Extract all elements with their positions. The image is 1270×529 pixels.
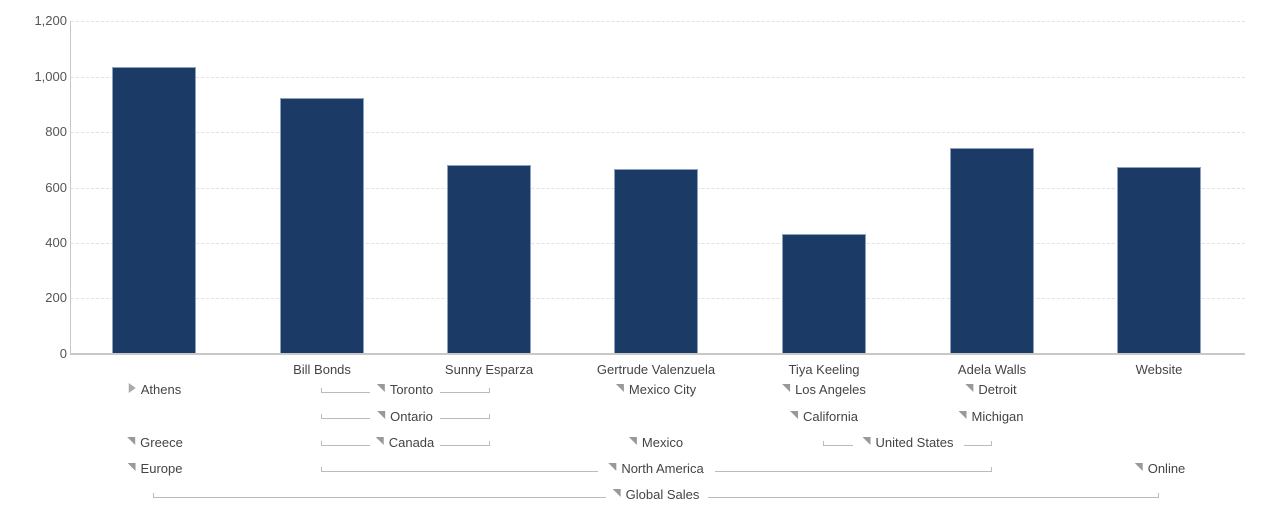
hier-label-text: Europe [140,461,183,476]
bar-athens[interactable] [112,67,196,353]
collapse-triangle-icon[interactable] [862,437,871,445]
hier-label-united-states[interactable]: United States [862,435,954,450]
y-tick-label: 1,200 [34,13,67,28]
bracket-gap [598,465,715,473]
bar-website[interactable] [1117,167,1201,353]
y-tick-label: 400 [45,235,67,250]
hier-label-greece[interactable]: Greece [127,435,183,450]
category-label[interactable]: Website [1135,362,1183,377]
collapse-triangle-icon[interactable] [790,411,799,419]
hier-label-north-america[interactable]: North America [608,461,704,476]
collapse-triangle-icon[interactable] [612,489,621,497]
x-axis-line [70,353,1245,355]
collapse-triangle-icon[interactable] [376,384,385,392]
hier-label-california[interactable]: California [790,409,858,424]
collapse-triangle-icon[interactable] [127,437,136,445]
gridline [71,21,1245,22]
hier-label-europe[interactable]: Europe [127,461,183,476]
hier-label-toronto[interactable]: Toronto [376,382,434,397]
hier-label-canada[interactable]: Canada [375,435,435,450]
hier-label-text: United States [875,435,954,450]
hier-label-text: North America [621,461,704,476]
y-tick-label: 0 [59,346,67,361]
hier-label-text: Detroit [978,382,1017,397]
gridline [71,132,1245,133]
bar-gertrude-valenzuela[interactable] [614,169,698,353]
hier-label-detroit[interactable]: Detroit [965,382,1017,397]
collapse-triangle-icon[interactable] [958,411,967,419]
collapse-triangle-icon[interactable] [377,411,386,419]
hier-label-global-sales[interactable]: Global Sales [612,487,700,502]
hier-label-text: Ontario [390,409,433,424]
bracket-gap [853,439,964,447]
y-tick-label: 200 [45,290,67,305]
hier-label-text: California [803,409,858,424]
bracket-gap [370,439,440,447]
bar-tiya-keeling[interactable] [782,234,866,353]
bracket-gap [606,491,708,499]
collapse-triangle-icon[interactable] [782,384,791,392]
hier-label-los-angeles[interactable]: Los Angeles [782,382,866,397]
y-tick-label: 600 [45,180,67,195]
category-label[interactable]: Sunny Esparza [444,362,534,377]
collapse-triangle-icon[interactable] [615,384,624,392]
hier-label-text: Greece [140,435,183,450]
expand-triangle-icon[interactable] [128,383,136,393]
hier-label-athens[interactable]: Athens [128,382,182,397]
y-tick-label: 1,000 [34,69,67,84]
bar-sunny-esparza[interactable] [447,165,531,353]
collapse-triangle-icon[interactable] [127,463,136,471]
hier-label-michigan[interactable]: Michigan [958,409,1024,424]
category-label[interactable]: Bill Bonds [293,362,351,377]
category-label[interactable]: Gertrude Valenzuela [596,362,716,377]
hier-label-text: Canada [388,435,435,450]
gridline [71,77,1245,78]
hier-label-mexico[interactable]: Mexico [628,435,684,450]
collapse-triangle-icon[interactable] [608,463,617,471]
category-label[interactable]: Tiya Keeling [788,362,860,377]
hier-label-text: Global Sales [625,487,700,502]
hier-label-text: Toronto [389,382,434,397]
collapse-triangle-icon[interactable] [375,437,384,445]
hier-label-text: Michigan [971,409,1024,424]
collapse-triangle-icon[interactable] [628,437,637,445]
hier-label-text: Mexico [641,435,684,450]
hier-label-mexico-city[interactable]: Mexico City [615,382,697,397]
hier-label-text: Mexico City [628,382,697,397]
bracket-gap [370,386,440,394]
collapse-triangle-icon[interactable] [1134,463,1143,471]
bracket-gap [370,412,440,420]
category-label[interactable]: Adela Walls [957,362,1027,377]
hier-label-text: Athens [140,382,182,397]
collapse-triangle-icon[interactable] [965,384,974,392]
y-tick-label: 800 [45,124,67,139]
bar-adela-walls[interactable] [950,148,1034,353]
hier-label-text: Online [1147,461,1186,476]
hier-label-ontario[interactable]: Ontario [377,409,433,424]
hier-label-online[interactable]: Online [1134,461,1186,476]
hier-label-text: Los Angeles [795,382,866,397]
y-axis-line [70,21,71,354]
bar-bill-bonds[interactable] [280,98,364,353]
